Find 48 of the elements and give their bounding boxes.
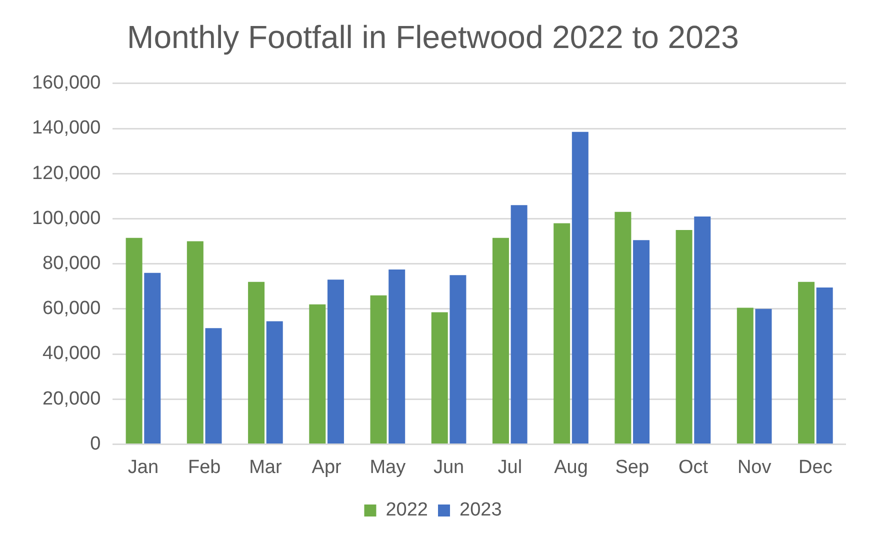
y-tick-label: 20,000 [42, 388, 101, 410]
bar [327, 280, 344, 444]
y-tick-label: 80,000 [42, 253, 101, 274]
bar [309, 304, 326, 444]
bar [248, 282, 265, 444]
bar [126, 238, 142, 444]
bar [816, 287, 833, 444]
legend-label: 2023 [460, 500, 502, 521]
x-tick-label: May [370, 456, 406, 478]
bar [266, 321, 283, 444]
y-tick-label: 100,000 [32, 208, 101, 229]
x-tick-label: Apr [312, 456, 342, 478]
x-tick-label: Feb [188, 456, 221, 478]
bar [694, 216, 711, 444]
bar [510, 205, 528, 444]
y-tick-label: 60,000 [42, 298, 101, 320]
x-tick-label: Jul [498, 456, 522, 478]
bar [633, 240, 650, 444]
bar [186, 241, 204, 444]
bar [736, 308, 754, 444]
y-tick-label: 160,000 [32, 72, 101, 94]
bar [755, 308, 772, 444]
y-tick-label: 0 [90, 433, 101, 454]
x-tick-label: Mar [249, 456, 282, 478]
x-tick-label: Aug [554, 456, 588, 478]
bar [388, 269, 406, 444]
bar [572, 132, 588, 444]
x-tick-label: Jan [128, 456, 159, 478]
bar [431, 312, 448, 444]
bar [144, 272, 161, 444]
chart-title: Monthly Footfall in Fleetwood 2022 to 2023 [127, 19, 739, 56]
legend-label: 2022 [386, 500, 428, 521]
y-tick-label: 140,000 [32, 118, 101, 139]
bar [492, 238, 509, 444]
y-tick-label: 120,000 [32, 162, 101, 184]
x-tick-label: Dec [798, 456, 832, 478]
bar [370, 295, 387, 444]
bar [676, 230, 692, 444]
y-tick-label: 40,000 [42, 343, 101, 364]
bar [554, 223, 570, 444]
x-tick-label: Jun [433, 456, 464, 478]
bar [614, 212, 632, 444]
x-tick-label: Nov [737, 456, 772, 478]
bar [450, 275, 466, 444]
x-tick-label: Sep [615, 456, 650, 478]
bar [798, 282, 815, 444]
bar [205, 328, 222, 444]
x-tick-label: Oct [678, 456, 709, 478]
